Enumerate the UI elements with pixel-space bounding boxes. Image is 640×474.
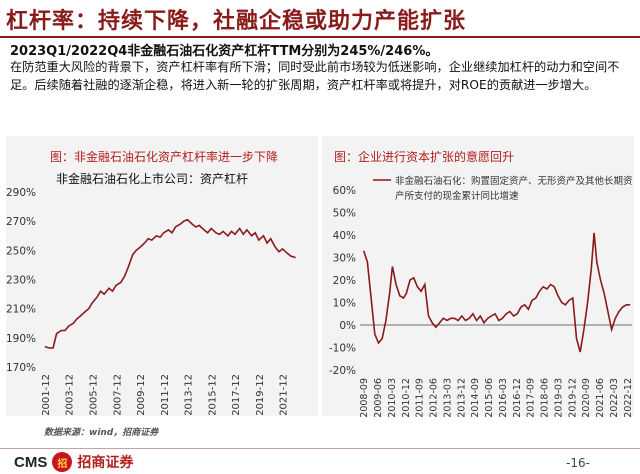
x-tick-label: 2015-06 xyxy=(484,378,495,418)
x-tick-label: 2022-12 xyxy=(623,378,634,418)
x-tick-label: 2007-12 xyxy=(112,374,123,416)
x-tick-label: 2021-12 xyxy=(279,374,290,416)
x-tick-label: 2009-06 xyxy=(373,378,384,418)
x-tick-label: 2010-12 xyxy=(401,378,412,418)
x-tick-label: 2009-12 xyxy=(136,374,147,416)
x-tick-label: 2017-09 xyxy=(526,378,537,418)
y-tick-label: 10% xyxy=(333,298,356,310)
data-source-note: 数据来源：wind，招商证券 xyxy=(44,428,159,438)
y-tick-label: 60% xyxy=(333,185,356,197)
x-tick-label: 2011-12 xyxy=(160,374,171,416)
right-chart-title: 图：企业进行资本扩张的意愿回升 xyxy=(334,150,515,164)
left-chart-panel xyxy=(6,136,318,416)
x-tick-label: 2013-03 xyxy=(442,378,453,418)
x-tick-label: 2012-06 xyxy=(429,378,440,418)
left-chart-title: 图：非金融石油石化资产杠杆率进一步下降 xyxy=(50,150,279,164)
y-tick-label: 170% xyxy=(6,362,36,374)
y-tick-label: 190% xyxy=(6,333,36,345)
left-chart-subtitle: 非金融石油石化上市公司：资产杠杆 xyxy=(56,172,249,186)
x-tick-label: 2018-06 xyxy=(540,378,551,418)
logo-cms-text: CMS xyxy=(14,453,48,471)
logo-emblem-icon: 招 xyxy=(52,452,73,472)
x-tick-label: 2005-12 xyxy=(89,374,100,416)
legend-line-2: 产所支付的现金累计同比增速 xyxy=(395,190,519,202)
x-tick-label: 2016-12 xyxy=(512,378,523,418)
y-tick-label: 30% xyxy=(333,253,356,265)
x-tick-label: 2013-12 xyxy=(184,374,195,416)
y-tick-label: -20% xyxy=(329,365,356,377)
page-number: -16- xyxy=(566,456,590,470)
page-title: 杠杆率：持续下降，社融企稳或助力产能扩张 xyxy=(6,9,467,34)
x-tick-label: 2014-09 xyxy=(470,378,481,418)
right-chart-panel xyxy=(322,136,634,416)
leverage-series-line xyxy=(44,218,296,349)
legend-line-1: 非金融石油石化：购置固定资产、无形资产及其他长期资 xyxy=(395,175,633,187)
x-tick-label: 2001-12 xyxy=(41,374,52,416)
title-divider xyxy=(0,36,640,38)
y-tick-label: -10% xyxy=(329,343,356,355)
x-tick-label: 2022-03 xyxy=(609,378,620,418)
x-tick-label: 2008-09 xyxy=(359,378,370,418)
x-tick-label: 2010-03 xyxy=(387,378,398,418)
x-tick-label: 2016-03 xyxy=(498,378,509,418)
y-tick-label: 230% xyxy=(6,275,36,287)
summary-paragraph: 在防范重大风险的背景下，资产杠杆率有所下滑；同时受此前市场较为低迷影响，企业继续… xyxy=(10,60,620,92)
y-tick-label: 270% xyxy=(6,216,36,228)
logo-company-name: 招商证券 xyxy=(77,455,134,471)
x-tick-label: 2019-12 xyxy=(567,378,578,418)
capex-growth-line-chart: -20% -10% 0% 10% 20% 30% 40% 50% 60% 2008-09 2009-… xyxy=(329,175,634,418)
x-tick-label: 2019-12 xyxy=(255,374,266,416)
y-tick-label: 0% xyxy=(339,320,356,332)
footer-divider xyxy=(0,448,640,449)
x-tick-label: 2020-09 xyxy=(581,378,592,418)
legend-label: 非金融石油石化：购置固定资产、无形资产及其他长期资产所支付的现金累计同比增速 xyxy=(395,175,633,202)
x-tick-label: 2017-12 xyxy=(231,374,242,416)
y-tick-label: 290% xyxy=(6,187,36,199)
x-tick-label: 2013-12 xyxy=(456,378,467,418)
x-tick-label: 2015-12 xyxy=(207,374,218,416)
headline: 2023Q1/2022Q4非金融石油石化资产杠杆TTM分别为245%/246%。 xyxy=(10,44,439,59)
y-tick-label: 50% xyxy=(333,208,356,220)
company-logo: CMS 招 招商证券 xyxy=(14,452,133,472)
x-tick-label: 2011-09 xyxy=(415,378,426,418)
y-tick-label: 20% xyxy=(333,275,356,287)
capex-growth-series-line xyxy=(362,232,631,353)
x-tick-label: 2021-06 xyxy=(595,378,606,418)
leverage-line-chart: 170% 190% 210% 230% 250% 270% 290% 2001-12 2003-… xyxy=(6,187,296,416)
x-tick-label: 2003-12 xyxy=(65,374,76,416)
y-tick-label: 210% xyxy=(6,304,36,316)
y-tick-label: 40% xyxy=(333,230,356,242)
y-tick-label: 250% xyxy=(6,245,36,257)
x-tick-label: 2019-03 xyxy=(553,378,564,418)
